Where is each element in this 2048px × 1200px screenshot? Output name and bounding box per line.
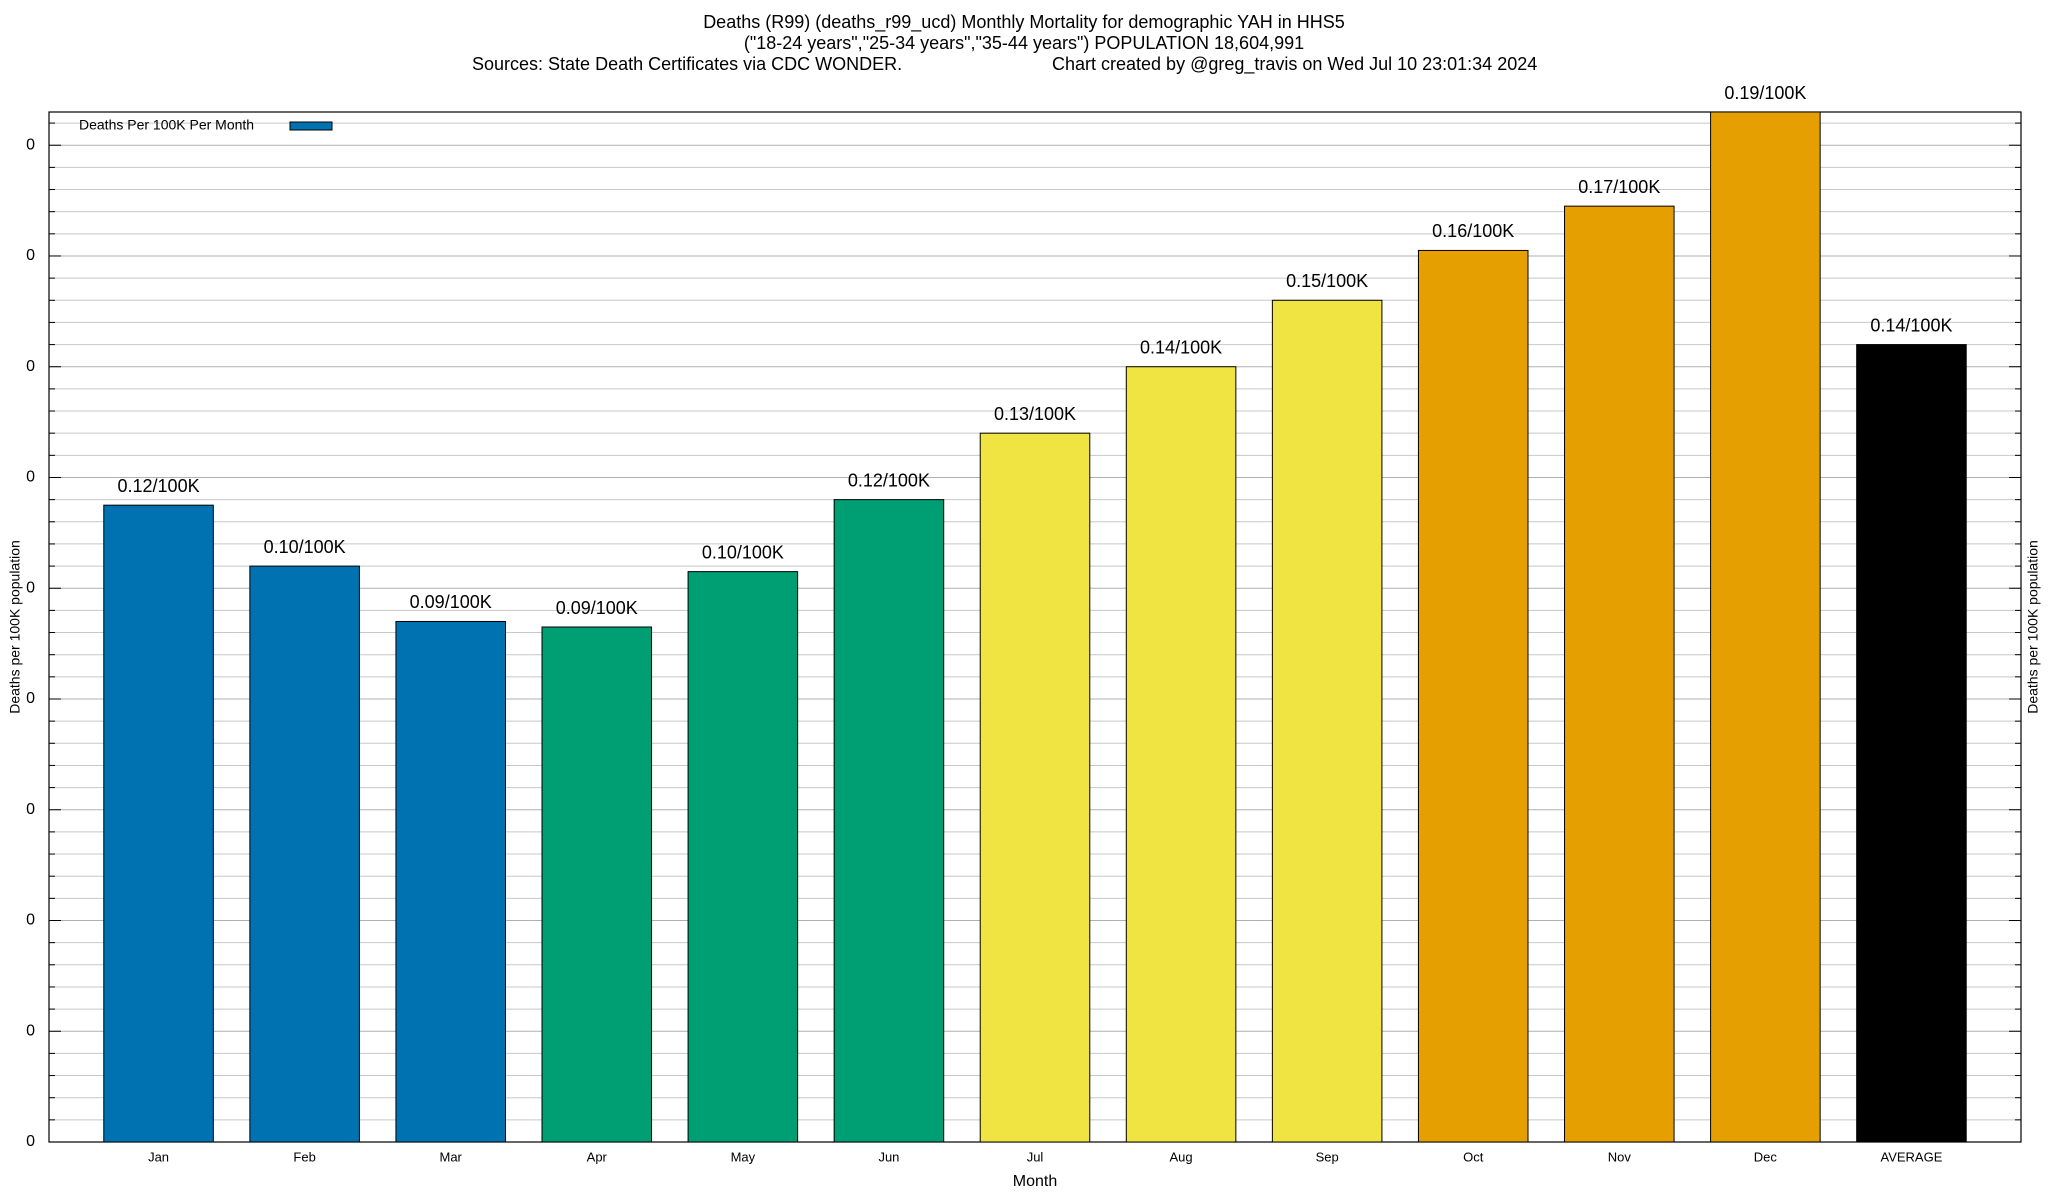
- y-tick-label: 0: [26, 1133, 35, 1150]
- value-label: 0.17/100K: [1578, 177, 1660, 197]
- bar: [103, 504, 214, 1143]
- x-tick-label: Aug: [1170, 1149, 1193, 1164]
- bar: [833, 499, 945, 1143]
- x-tick-label: Sep: [1316, 1149, 1339, 1164]
- bar: [1271, 299, 1383, 1143]
- y-tick-label: 0: [26, 801, 35, 818]
- value-label: 0.10/100K: [702, 542, 784, 562]
- legend-label: Deaths Per 100K Per Month: [79, 117, 254, 133]
- value-label: 0.15/100K: [1286, 271, 1368, 291]
- y-tick-label: 0: [26, 1022, 35, 1039]
- bar: [1417, 249, 1529, 1143]
- bar: [1564, 205, 1675, 1143]
- legend-swatch: [289, 121, 333, 131]
- value-label: 0.13/100K: [994, 404, 1076, 424]
- y-tick-label: 0: [26, 469, 35, 486]
- value-label: 0.12/100K: [848, 470, 930, 490]
- x-tick-label: Nov: [1608, 1149, 1632, 1164]
- x-tick-label: Mar: [440, 1149, 463, 1164]
- x-tick-label: Dec: [1754, 1149, 1778, 1164]
- value-label: 0.19/100K: [1724, 83, 1806, 103]
- value-label: 0.12/100K: [118, 476, 200, 496]
- value-label: 0.10/100K: [264, 537, 346, 557]
- bar: [541, 626, 653, 1143]
- x-tick-label: Feb: [293, 1149, 315, 1164]
- x-tick-label: Jul: [1027, 1149, 1044, 1164]
- bar: [1125, 366, 1237, 1143]
- source: Sources: State Death Certificates via CD…: [472, 54, 902, 74]
- x-tick-label: Oct: [1463, 1149, 1484, 1164]
- bar: [395, 620, 506, 1143]
- value-label: 0.16/100K: [1432, 221, 1514, 241]
- y-tick-label: 0: [26, 912, 35, 929]
- x-tick-label: May: [731, 1149, 756, 1164]
- bar: [1856, 344, 1967, 1143]
- x-tick-label: Apr: [587, 1149, 608, 1164]
- y-tick-label: 0: [26, 690, 35, 707]
- bar: [249, 565, 360, 1143]
- x-axis-label: Month: [1013, 1173, 1057, 1190]
- y-tick-label: 0: [26, 579, 35, 596]
- bar: [1710, 111, 1821, 1143]
- y-tick-label: 0: [26, 247, 35, 264]
- value-label: 0.09/100K: [410, 592, 492, 612]
- x-tick-label: Jan: [148, 1149, 169, 1164]
- credit: Chart created by @greg_travis on Wed Jul…: [1052, 54, 1537, 75]
- y-tick-label: 0: [26, 358, 35, 375]
- bar: [687, 571, 799, 1143]
- y2-axis-label: Deaths per 100K population: [2025, 540, 2041, 714]
- value-label: 0.14/100K: [1140, 337, 1222, 357]
- value-label: 0.14/100K: [1870, 315, 1952, 335]
- y-axis-label: Deaths per 100K population: [7, 540, 23, 714]
- bar: [979, 432, 1091, 1143]
- x-tick-label: Jun: [878, 1149, 899, 1164]
- chart-title: Deaths (R99) (deaths_r99_ucd) Monthly Mo…: [703, 12, 1345, 33]
- value-label: 0.09/100K: [556, 598, 638, 618]
- chart-subtitle: ("18-24 years","25-34 years","35-44 year…: [744, 33, 1304, 53]
- x-tick-label: AVERAGE: [1880, 1149, 1942, 1164]
- y-tick-label: 0: [26, 136, 35, 153]
